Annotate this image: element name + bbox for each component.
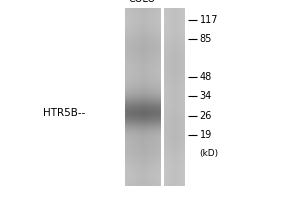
- Text: 85: 85: [200, 34, 212, 44]
- Text: COLO: COLO: [129, 0, 156, 4]
- Text: HTR5B--: HTR5B--: [43, 108, 86, 118]
- Text: 48: 48: [200, 72, 212, 82]
- Text: 34: 34: [200, 91, 212, 101]
- Text: 26: 26: [200, 111, 212, 121]
- Text: 19: 19: [200, 130, 212, 140]
- Text: 117: 117: [200, 15, 218, 25]
- Text: (kD): (kD): [200, 149, 219, 158]
